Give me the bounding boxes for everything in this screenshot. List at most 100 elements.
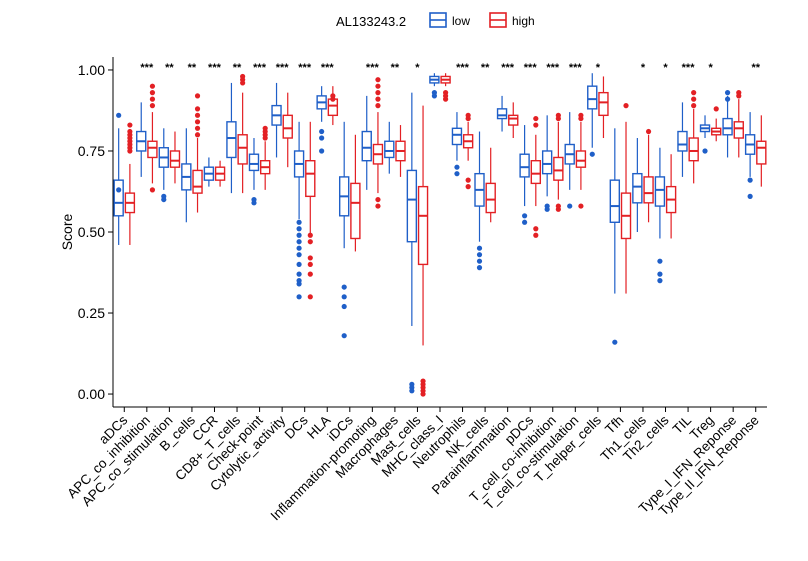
- outlier-point-low: [161, 193, 167, 199]
- box-low: [654, 176, 666, 207]
- outlier-point-high: [149, 96, 156, 102]
- outlier-point-high: [623, 103, 629, 109]
- box-high: [169, 150, 181, 168]
- box-high: [147, 140, 158, 159]
- box-low: [541, 150, 553, 175]
- outlier-point-high: [375, 90, 381, 96]
- box-low: [384, 140, 395, 159]
- outlier-point-low: [589, 151, 595, 157]
- outlier-point-high: [307, 271, 313, 277]
- outlier-point-low: [296, 294, 302, 300]
- outlier-point-low: [567, 203, 573, 209]
- outlier-point-low: [116, 187, 122, 193]
- y-tick-label: 1.00: [78, 62, 105, 78]
- outlier-point-high: [533, 232, 539, 238]
- outlier-point-high: [149, 83, 156, 89]
- outlier-point-high: [194, 132, 201, 138]
- significance-label: **: [188, 62, 197, 74]
- outlier-point-high: [149, 103, 156, 109]
- outlier-point-high: [127, 148, 133, 154]
- outlier-point-low: [251, 196, 257, 203]
- outlier-point-high: [578, 112, 584, 118]
- outlier-point-high: [194, 119, 201, 125]
- significance-label: *: [663, 62, 668, 74]
- outlier-point-high: [691, 96, 697, 102]
- outlier-point-high: [555, 112, 561, 118]
- outlier-point-low: [296, 232, 302, 238]
- outlier-point-low: [319, 148, 325, 154]
- significance-label: ***: [253, 62, 267, 74]
- outlier-point-high: [691, 90, 697, 96]
- outlier-point-high: [149, 90, 156, 96]
- outlier-point-low: [341, 333, 347, 339]
- outlier-point-low: [296, 252, 302, 258]
- outlier-point-low: [296, 271, 302, 277]
- outlier-point-high: [533, 226, 539, 232]
- significance-label: ***: [208, 62, 222, 74]
- outlier-point-high: [645, 128, 652, 135]
- outlier-point-high: [578, 203, 584, 209]
- significance-label: **: [391, 62, 400, 74]
- box-high: [553, 156, 564, 181]
- outlier-point-low: [296, 245, 302, 251]
- outlier-point-high: [127, 122, 133, 128]
- box-low: [519, 153, 530, 178]
- outlier-point-high: [533, 122, 539, 128]
- outlier-point-low: [296, 261, 302, 268]
- box-low: [226, 121, 237, 159]
- legend-label-low: low: [452, 14, 470, 28]
- outlier-point-low: [724, 96, 731, 102]
- outlier-point-low: [341, 303, 347, 310]
- outlier-point-low: [454, 164, 460, 170]
- box-high: [733, 121, 744, 139]
- outlier-point-high: [330, 96, 336, 102]
- outlier-point-high: [194, 112, 201, 118]
- outlier-point-low: [476, 245, 483, 251]
- outlier-point-low: [544, 206, 550, 212]
- box-high: [485, 182, 496, 214]
- outlier-point-high: [375, 196, 381, 203]
- box-low: [406, 169, 418, 243]
- x-tick-label: DCs: [282, 412, 311, 441]
- significance-label: ***: [501, 62, 515, 74]
- outlier-point-high: [533, 115, 539, 122]
- outlier-point-high: [375, 83, 381, 89]
- outlier-point-high: [375, 77, 381, 83]
- outlier-point-low: [522, 213, 528, 219]
- outlier-point-low: [296, 239, 302, 245]
- significance-label: *: [708, 62, 713, 74]
- y-tick-label: 0.00: [78, 386, 105, 402]
- box-high: [756, 140, 767, 165]
- box-high: [282, 114, 293, 139]
- significance-label: **: [165, 62, 174, 74]
- outlier-point-high: [149, 187, 156, 193]
- outlier-point-high: [713, 106, 719, 112]
- outlier-point-low: [296, 219, 302, 225]
- outlier-point-high: [240, 80, 246, 86]
- outlier-point-low: [296, 226, 302, 232]
- box-low: [113, 179, 124, 217]
- significance-label: ***: [682, 62, 696, 74]
- outlier-point-low: [657, 258, 663, 264]
- significance-label: **: [233, 62, 242, 74]
- box-low: [361, 130, 372, 162]
- box-high: [350, 182, 361, 240]
- outlier-point-low: [409, 388, 415, 394]
- box-high: [575, 150, 587, 168]
- outlier-point-low: [476, 265, 483, 271]
- box-high: [688, 137, 699, 162]
- outlier-point-low: [319, 128, 325, 135]
- significance-label: ***: [276, 62, 290, 74]
- significance-label: ***: [140, 62, 154, 74]
- significance-label: ***: [298, 62, 312, 74]
- outlier-point-low: [522, 219, 528, 225]
- outlier-point-low: [747, 177, 753, 183]
- box-low: [609, 179, 621, 223]
- box-high: [417, 185, 429, 266]
- box-high: [237, 134, 248, 165]
- outlier-point-high: [307, 232, 313, 238]
- outlier-point-high: [194, 106, 201, 112]
- outlier-point-low: [476, 258, 483, 264]
- outlier-point-low: [747, 193, 753, 199]
- y-tick-label: 0.50: [78, 224, 105, 240]
